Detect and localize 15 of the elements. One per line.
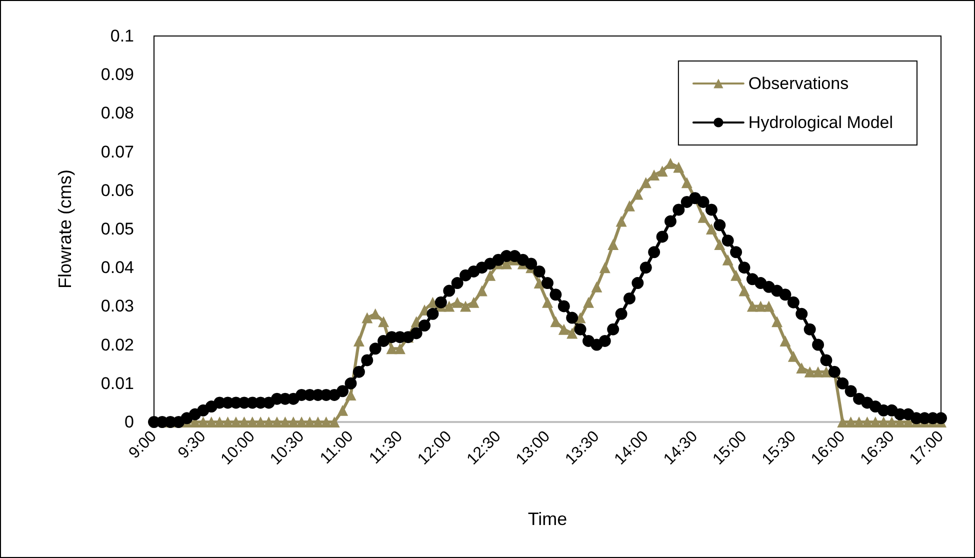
y-tick-label: 0.04 [100,258,134,278]
y-tick-label: 0.06 [100,180,134,200]
x-tick-label: 9:30 [175,428,210,462]
x-axis-title: Time [528,509,568,529]
legend-label: Hydrological Model [748,113,894,132]
legend-label: Observations [748,74,849,93]
y-tick-label: 0.03 [100,296,134,316]
y-tick-label: 0.08 [100,104,134,123]
y-tick-label: 0.1 [110,26,134,46]
y-tick-label: 0.02 [100,335,134,354]
y-tick-label: 0.05 [100,220,134,238]
y-tick-label: 0.09 [100,65,134,84]
y-tick-label: 0.01 [100,374,134,393]
y-tick-label: 0.07 [100,142,134,162]
y-axis-title: Flowrate (cms) [55,169,75,289]
